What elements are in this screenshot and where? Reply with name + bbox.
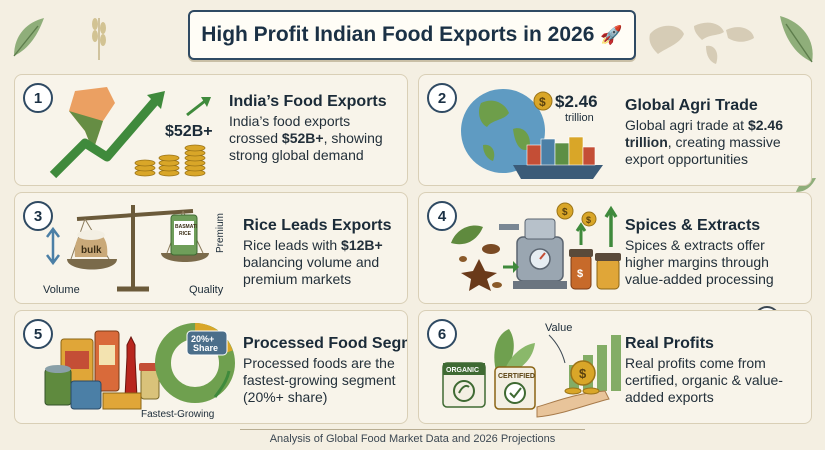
svg-text:$: $: [577, 268, 583, 280]
card-description: Real profits come from certified, organi…: [625, 355, 805, 406]
balance-scale-icon: bulk BASMATI RICE Volume Quality Premium: [43, 205, 226, 296]
svg-text:20%+: 20%+: [191, 334, 214, 344]
svg-text:$: $: [586, 215, 591, 225]
page-title: High Profit Indian Food Exports in 2026: [201, 23, 595, 46]
title-banner: High Profit Indian Food Exports in 2026 …: [188, 10, 636, 60]
step-number: 2: [427, 83, 457, 113]
value-label: Value: [545, 322, 572, 334]
svg-text:$: $: [539, 95, 546, 109]
card-spices-extracts: 4 $ $ $ Spices & Extracts Spices & ext: [418, 192, 812, 304]
premium-label: Premium: [215, 213, 226, 253]
step-number: 1: [23, 83, 53, 113]
desc-text: Global agri trade at: [625, 117, 748, 133]
desc-text: balancing volume and premium markets: [243, 254, 380, 287]
card-processed-food-segment: 5 20%+ Share Fastest-Growing Processed F…: [14, 310, 408, 424]
profit-certified-icon: ORGANIC CERTIFIED $ Value: [442, 322, 621, 418]
processed-food-icon: 20%+ Share Fastest-Growing: [44, 323, 235, 420]
bulk-label: bulk: [81, 245, 102, 256]
globe-ship-icon: $ $2.46 trillion: [461, 89, 603, 179]
desc-text: Rice leads with: [243, 237, 342, 253]
svg-text:$: $: [562, 207, 568, 218]
card-global-agri-trade: 2 $ $2.46 trillion Global Agri Trade Glo…: [418, 74, 812, 186]
card-description: Global agri trade at $2.46 trillion, cre…: [625, 117, 805, 168]
step-number: 5: [23, 319, 53, 349]
card-title: Real Profits: [625, 335, 714, 352]
step-number: 6: [427, 319, 457, 349]
rocket-icon: 🚀: [600, 24, 623, 45]
step-number: 3: [23, 201, 53, 231]
quality-label: Quality: [189, 284, 224, 296]
growth-chart-icon: $52B+: [49, 87, 213, 179]
desc-text: India’s food exports crossed: [229, 113, 351, 146]
card-description: Processed foods are the fastest-growing …: [243, 355, 403, 406]
step-number: 4: [427, 201, 457, 231]
desc-text: Spices & extracts offer higher margins t…: [625, 237, 774, 287]
art-unit-label: trillion: [565, 112, 594, 124]
footer-caption: Analysis of Global Food Market Data and …: [240, 429, 585, 448]
wheat-icon: [92, 18, 106, 60]
card-title: India’s Food Exports: [229, 93, 387, 110]
card-title: Global Agri Trade: [625, 97, 758, 114]
footer-text: Analysis of Global Food Market Data and …: [269, 433, 556, 445]
card-description: Spices & extracts offer higher margins t…: [625, 237, 807, 288]
desc-text: Real profits come from certified, organi…: [625, 355, 783, 405]
svg-text:RICE: RICE: [179, 231, 192, 237]
svg-text:ORGANIC: ORGANIC: [446, 367, 479, 374]
desc-text: Processed foods are the fastest-growing …: [243, 355, 396, 405]
card-real-profits: 6 ORGANIC CERTIFIED $ Value: [418, 310, 812, 424]
card-india-food-exports: 1 $52B+ India’s Food Exports India’s foo…: [14, 74, 408, 186]
card-title: Processed Food Segment: [243, 335, 407, 352]
desc-highlight: $12B+: [341, 237, 383, 253]
desc-highlight: $2.46 trillion: [625, 117, 784, 150]
card-title: Spices & Extracts: [625, 217, 761, 234]
art-value-label: $52B+: [165, 123, 213, 140]
spice-processing-icon: $ $ $: [451, 202, 621, 291]
leaf-icon: [780, 16, 813, 63]
fastest-growing-label: Fastest-Growing: [141, 409, 214, 420]
leaf-icon: [13, 18, 44, 57]
card-title: Rice Leads Exports: [243, 217, 392, 234]
world-map-icon: [649, 22, 754, 64]
card-description: Rice leads with $12B+ balancing volume a…: [243, 237, 403, 288]
card-description: India’s food exports crossed $52B+, show…: [229, 113, 399, 164]
volume-label: Volume: [43, 284, 80, 296]
svg-text:BASMATI: BASMATI: [175, 224, 198, 230]
desc-text: , creating massive export opportunities: [625, 134, 781, 167]
card-rice-leads-exports: 3 bulk BASMATI RICE Volume Quality Premi…: [14, 192, 408, 304]
svg-text:Share: Share: [193, 343, 218, 353]
desc-highlight: $52B+: [281, 130, 324, 146]
svg-text:CERTIFIED: CERTIFIED: [498, 373, 535, 380]
art-value-label: $2.46: [555, 92, 598, 111]
desc-text: , showing strong global demand: [229, 130, 383, 163]
svg-text:$: $: [579, 366, 587, 381]
